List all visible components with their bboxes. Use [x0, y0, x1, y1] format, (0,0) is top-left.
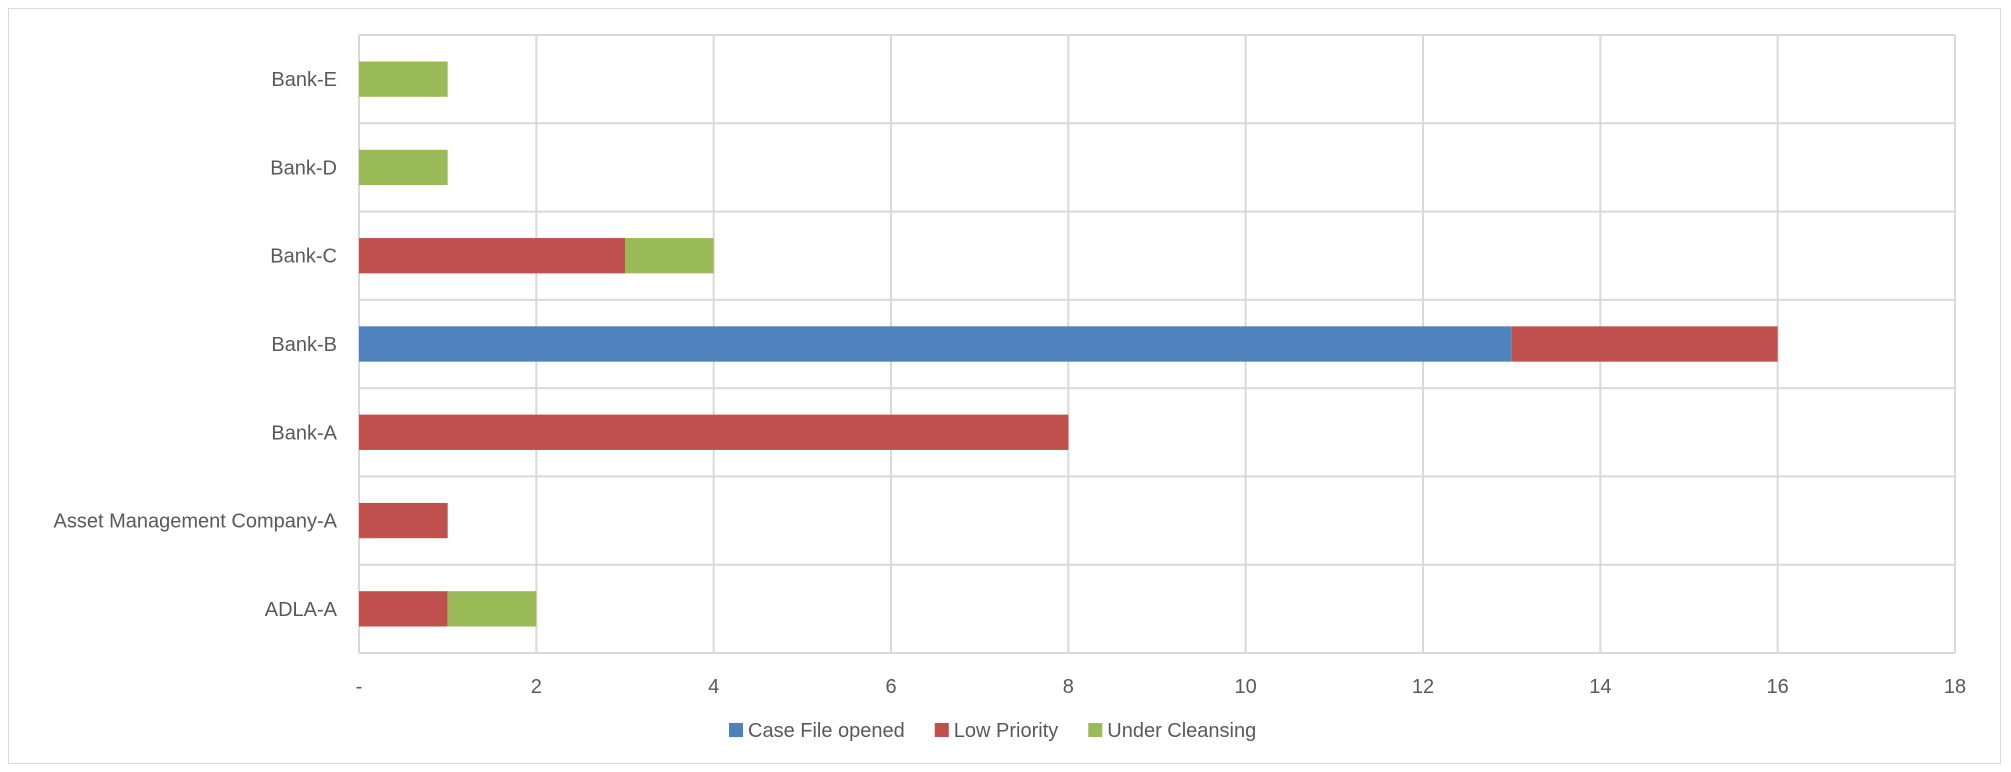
bar-bank-c-under-cleansing: [625, 238, 714, 274]
value-axis: - 2 4 6 8 10 12 14 16 18: [356, 676, 1966, 698]
x-tick-label: 14: [1589, 676, 1611, 698]
legend-swatch: [1088, 723, 1103, 737]
category-label: Bank-C: [270, 246, 337, 268]
legend-swatch: [729, 723, 743, 737]
x-tick-label: 18: [1944, 676, 1966, 698]
x-tick-label: 6: [885, 676, 896, 698]
bar-adla-a-under-cleansing: [447, 591, 537, 627]
category-label: ADLA-A: [265, 599, 338, 621]
x-tick-label: -: [356, 676, 363, 698]
legend-label: Case File opened: [748, 720, 905, 742]
category-label: Bank-A: [271, 422, 337, 444]
x-tick-label: 10: [1235, 676, 1257, 698]
category-label: Bank-D: [270, 157, 337, 179]
bar-bank-e-under-cleansing: [359, 61, 448, 97]
gridlines: [358, 34, 1956, 654]
x-tick-label: 16: [1767, 676, 1789, 698]
category-label: Bank-E: [271, 69, 337, 91]
legend-swatch: [934, 723, 949, 737]
category-label: Asset Management Company-A: [54, 511, 338, 533]
bar-bank-c-low-priority: [359, 238, 625, 274]
bars: [359, 61, 1778, 627]
bar-bank-a-low-priority: [359, 414, 1069, 450]
x-tick-label: 12: [1412, 676, 1434, 698]
x-tick-label: 2: [531, 676, 542, 698]
x-tick-label: 4: [708, 676, 719, 698]
bar-bank-b-case-file-opened: [359, 326, 1512, 362]
x-tick-label: 8: [1063, 676, 1074, 698]
bar-bank-d-under-cleansing: [359, 149, 448, 186]
bar-bank-b-low-priority: [1511, 326, 1778, 362]
chart-frame: [8, 8, 2001, 764]
category-label: Bank-B: [271, 334, 337, 356]
bar-asset-management-company-a-low-priority: [359, 502, 448, 539]
legend-label: Low Priority: [954, 720, 1058, 742]
bar-adla-a-low-priority: [359, 591, 448, 627]
legend: Case File opened Low Priority Under Cleans…: [729, 720, 1256, 742]
legend-label: Under Cleansing: [1107, 720, 1256, 742]
category-axis: ADLA-A Asset Management Company-A Bank-A Ba…: [54, 69, 338, 621]
